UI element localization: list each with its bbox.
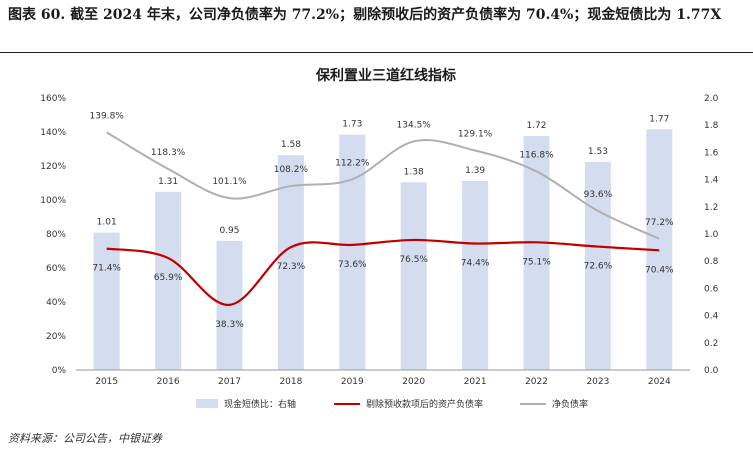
x-axis-tick-label: 2021	[464, 377, 487, 387]
right-axis-tick-label: 1.6	[704, 148, 719, 158]
right-axis-tick-label: 0.6	[704, 284, 719, 294]
x-axis-tick-label: 2022	[525, 377, 548, 387]
adjusted-liability-ratio-label: 38.3%	[215, 320, 244, 330]
left-axis-tick-label: 40%	[46, 298, 66, 308]
source-note: 资料来源：公司公告，中银证券	[8, 432, 162, 445]
net-debt-ratio-label: 134.5%	[397, 120, 432, 130]
right-axis-tick-label: 1.8	[704, 121, 719, 131]
adjusted-liability-ratio-label: 73.6%	[338, 260, 367, 270]
legend-swatch-bar	[196, 399, 218, 408]
right-axis-tick-label: 0.0	[704, 366, 719, 376]
adjusted-liability-ratio-label: 72.3%	[277, 262, 306, 272]
bar	[400, 182, 427, 370]
right-axis-tick-label: 2.0	[704, 94, 719, 104]
bar	[523, 136, 550, 370]
bar	[584, 161, 611, 370]
bar	[93, 232, 120, 370]
adjusted-liability-ratio-label: 65.9%	[154, 273, 183, 283]
right-axis-tick-label: 1.2	[704, 203, 718, 213]
net-debt-ratio-label: 129.1%	[458, 130, 493, 140]
net-debt-ratio-label: 108.2%	[274, 165, 309, 175]
bar-data-label: 1.77	[649, 114, 669, 124]
caption-rule	[0, 52, 753, 53]
bar	[155, 191, 182, 370]
left-axis-tick-label: 160%	[40, 94, 66, 104]
x-axis-tick-label: 2015	[95, 377, 118, 387]
x-axis-tick-label: 2023	[586, 377, 609, 387]
adjusted-liability-ratio-label: 74.4%	[461, 259, 490, 269]
net-debt-ratio-label: 93.6%	[584, 190, 613, 200]
left-axis-tick-label: 80%	[46, 230, 66, 240]
right-axis-tick-label: 0.4	[704, 312, 719, 322]
bar-series	[93, 129, 673, 370]
right-axis-tick-label: 1.0	[704, 230, 719, 240]
legend-label-red-line: 剔除预收款项后的资产负债率	[366, 398, 483, 410]
net-debt-ratio-label: 77.2%	[645, 218, 674, 228]
left-axis-tick-label: 60%	[46, 264, 66, 274]
adjusted-liability-ratio-label: 71.4%	[92, 264, 121, 274]
legend-label-gray-line: 净负债率	[552, 398, 588, 410]
bar-data-label: 1.53	[588, 147, 608, 157]
left-axis-tick-label: 20%	[46, 332, 66, 342]
legend: 现金短债比：右轴 剔除预收款项后的资产负债率 净负债率	[196, 398, 588, 410]
x-axis-tick-label: 2020	[402, 377, 425, 387]
net-debt-ratio-label: 101.1%	[212, 177, 247, 187]
net-debt-ratio-label: 112.2%	[335, 158, 370, 168]
adjusted-liability-ratio-label: 72.6%	[584, 262, 613, 272]
left-axis-tick-label: 120%	[40, 162, 66, 172]
legend-label-bar: 现金短债比：右轴	[224, 398, 296, 410]
bar-data-label: 1.73	[342, 120, 362, 130]
data-labels: 1.01 1.31 0.95 1.58 1.73 1.38 1.39 1.72 1.53 1.77…	[90, 111, 675, 330]
bar-data-label: 1.38	[404, 167, 424, 177]
bar-data-label: 1.31	[158, 177, 178, 187]
bar	[339, 134, 366, 370]
right-axis-tick-label: 0.2	[704, 339, 718, 349]
bar-data-label: 0.95	[219, 226, 239, 236]
x-axis-tick-label: 2019	[341, 377, 364, 387]
adjusted-liability-ratio-label: 70.4%	[645, 265, 674, 275]
net-debt-ratio-line	[106, 131, 660, 240]
bar-data-label: 1.01	[97, 218, 117, 228]
x-axis-tick-label: 2024	[648, 377, 671, 387]
adjusted-liability-ratio-label: 76.5%	[399, 255, 428, 265]
x-axis-tick-label: 2018	[279, 377, 302, 387]
right-axis-tick-label: 1.4	[704, 176, 719, 186]
x-axis-tick-label: 2016	[157, 377, 180, 387]
left-axis-tick-label: 0%	[52, 366, 67, 376]
figure-caption: 图表 60. 截至 2024 年末，公司净负债率为 77.2%；剔除预收后的资产…	[8, 7, 722, 23]
left-axis-tick-label: 100%	[40, 196, 66, 206]
net-debt-ratio-label: 116.8%	[519, 150, 554, 160]
bar-data-label: 1.58	[281, 140, 301, 150]
bar	[277, 155, 304, 370]
adjusted-liability-ratio-line	[106, 238, 660, 306]
chart-title: 保利置业三道红线指标	[315, 67, 456, 84]
bar	[462, 180, 489, 370]
right-axis-tick-label: 0.8	[704, 257, 719, 267]
net-debt-ratio-label: 139.8%	[90, 111, 125, 121]
bar-data-label: 1.72	[526, 121, 546, 131]
net-debt-ratio-label: 118.3%	[151, 148, 186, 158]
adjusted-liability-ratio-label: 75.1%	[522, 257, 551, 267]
bar-data-label: 1.39	[465, 166, 485, 176]
x-axis-tick-label: 2017	[218, 377, 241, 387]
axes: 0% 20% 40% 60% 80% 100% 120% 140% 160% 0.0 0.2 0.4 0…	[40, 94, 718, 387]
left-axis-tick-label: 140%	[40, 128, 66, 138]
line-series	[106, 131, 660, 306]
